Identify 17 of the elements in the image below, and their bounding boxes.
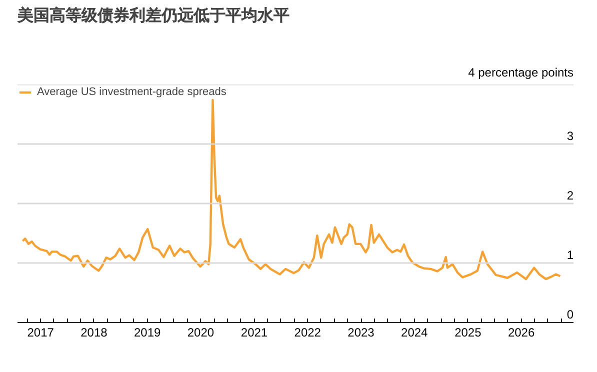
chart-title: 美国高等级债券利差仍远低于平均水平: [16, 6, 290, 24]
legend-label: Average US investment-grade spreads: [37, 86, 226, 98]
x-tick-label: 2026: [508, 326, 535, 340]
y-tick-label: 0: [566, 308, 574, 322]
y-tick-label: 2: [566, 188, 574, 202]
x-tick-label: 2023: [348, 326, 375, 340]
x-tick-label: 2022: [294, 326, 322, 340]
x-tick-label: 2024: [401, 326, 428, 340]
x-tick-label: 2019: [134, 326, 162, 340]
x-tick-label: 2021: [240, 326, 268, 340]
x-tick-label: 2025: [454, 326, 482, 340]
y-tick-label: 1: [566, 248, 574, 262]
x-tick-label: 2017: [27, 326, 54, 340]
y-tick-label: 3: [566, 129, 574, 143]
x-tick-label: 2020: [187, 326, 214, 340]
y-axis-title: 4 percentage points: [468, 66, 574, 80]
x-tick-label: 2018: [80, 326, 108, 340]
